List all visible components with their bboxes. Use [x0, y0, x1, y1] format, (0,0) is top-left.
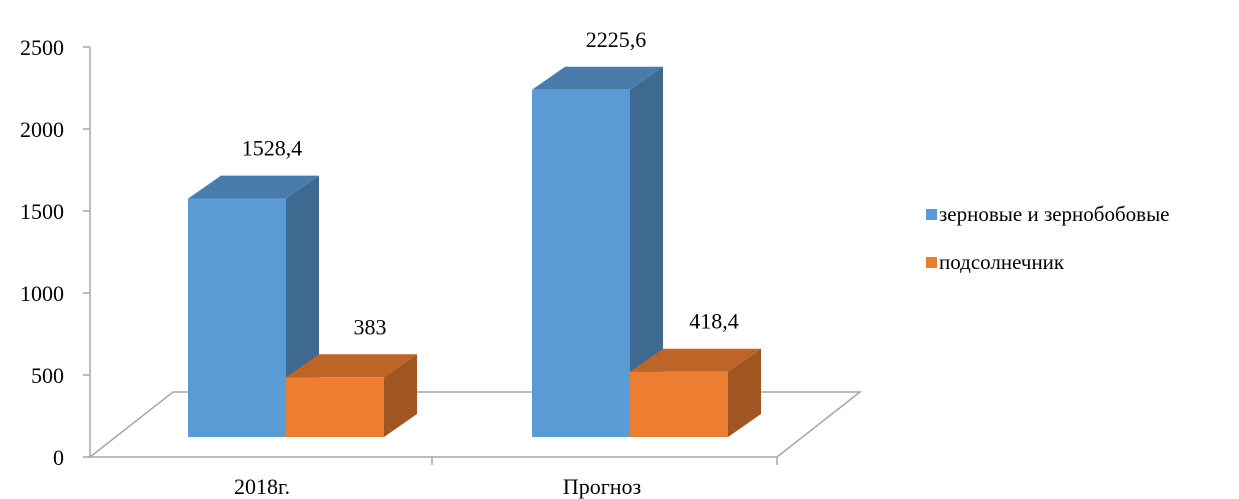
bar-top	[188, 175, 319, 199]
bar-top	[286, 354, 417, 378]
legend-label: зерновые и зернобобовые	[939, 202, 1170, 226]
bar-front	[532, 89, 630, 437]
y-axis: 0 500 1000 1500 2000 2500	[20, 35, 91, 470]
bar-top	[532, 66, 663, 90]
bar-side	[630, 66, 663, 437]
bars: 1528,4 383 2225,6 418,4	[188, 27, 761, 438]
y-tick-label: 0	[53, 445, 64, 470]
bar-front	[286, 377, 384, 437]
floor	[87, 391, 863, 458]
data-label: 418,4	[689, 309, 739, 334]
bar-side	[384, 354, 417, 437]
data-label: 2225,6	[586, 27, 647, 52]
y-tick-label: 500	[31, 363, 64, 388]
legend: зерновые и зернобобовые подсолнечник	[926, 202, 1170, 274]
bar-top	[630, 348, 761, 372]
x-axis: 2018г. Прогноз	[234, 457, 778, 499]
bar-side	[728, 348, 761, 437]
legend-label: подсолнечник	[939, 250, 1065, 274]
y-tick-label: 1000	[20, 281, 64, 306]
x-category-label: 2018г.	[234, 474, 290, 499]
bar-front	[630, 371, 728, 437]
legend-swatch	[926, 257, 937, 268]
bar-front	[188, 198, 286, 437]
y-tick-label: 2500	[20, 35, 64, 60]
data-label: 383	[354, 314, 387, 339]
chart-floor	[87, 391, 863, 458]
y-tick-label: 2000	[20, 117, 64, 142]
y-tick-label: 1500	[20, 199, 64, 224]
legend-swatch	[926, 209, 937, 220]
x-category-label: Прогноз	[563, 474, 641, 499]
data-label: 1528,4	[242, 136, 303, 161]
